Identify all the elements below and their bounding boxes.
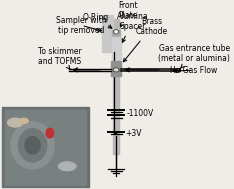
Text: O-Ring: O-Ring xyxy=(82,13,112,28)
Ellipse shape xyxy=(46,128,54,138)
Circle shape xyxy=(114,30,119,34)
Text: +3V: +3V xyxy=(125,129,142,138)
Text: Sampler with
tip removed: Sampler with tip removed xyxy=(56,16,107,35)
Text: Brass
Cathode: Brass Cathode xyxy=(123,17,168,62)
Text: Front
Plate: Front Plate xyxy=(118,1,138,27)
Text: He Gas Flow: He Gas Flow xyxy=(170,66,217,75)
Bar xyxy=(5,109,86,185)
Text: Alumina
Spacer: Alumina Spacer xyxy=(117,12,148,42)
Ellipse shape xyxy=(20,118,28,123)
Text: -1100V: -1100V xyxy=(127,109,154,118)
Bar xyxy=(112,37,121,62)
Ellipse shape xyxy=(7,118,23,127)
Circle shape xyxy=(115,31,117,33)
Bar xyxy=(111,61,121,76)
Ellipse shape xyxy=(59,162,76,171)
Text: To skimmer
and TOFMS: To skimmer and TOFMS xyxy=(38,47,82,69)
Bar xyxy=(112,29,120,36)
Text: Gas entrance tube
(metal or alumina): Gas entrance tube (metal or alumina) xyxy=(158,44,230,68)
Bar xyxy=(113,19,119,154)
Ellipse shape xyxy=(18,129,47,162)
Bar xyxy=(2,107,89,187)
Ellipse shape xyxy=(11,122,54,169)
Bar xyxy=(102,15,113,52)
Ellipse shape xyxy=(25,137,40,154)
Ellipse shape xyxy=(114,69,118,71)
Ellipse shape xyxy=(113,68,119,72)
